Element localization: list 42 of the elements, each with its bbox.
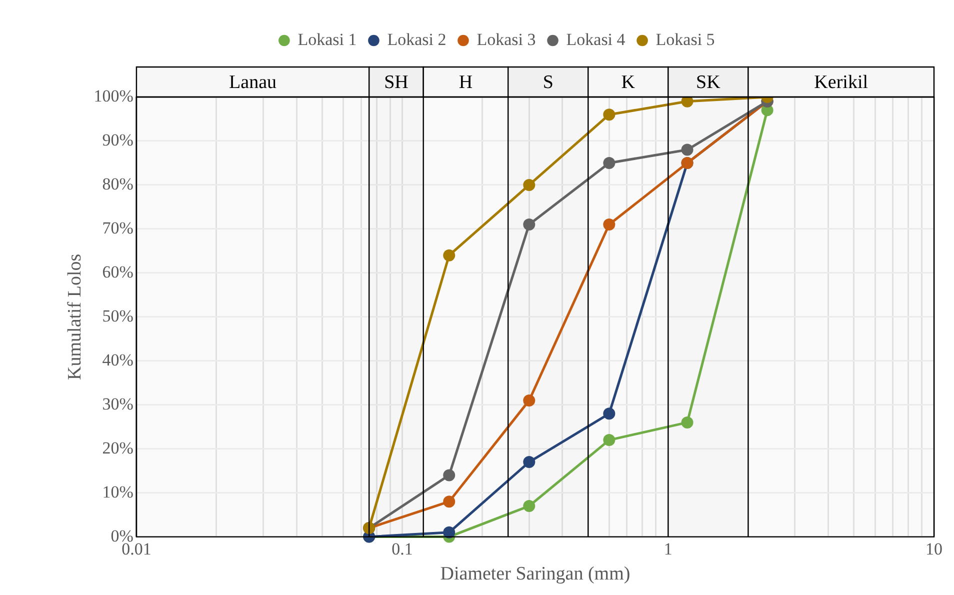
- point: [681, 144, 694, 156]
- point: [603, 156, 616, 169]
- band-label: Kerikil: [814, 72, 868, 93]
- point: [523, 456, 536, 468]
- y-tick-label: 70%: [102, 218, 134, 238]
- point: [523, 394, 536, 406]
- y-tick-label: 30%: [102, 394, 134, 414]
- band-label: SK: [696, 72, 721, 93]
- legend-label: Lokasi 4: [566, 30, 626, 49]
- point: [523, 178, 536, 191]
- y-tick-label: 60%: [102, 262, 134, 282]
- point: [681, 416, 694, 428]
- y-axis-title: Kumulatif Lolos: [64, 254, 86, 380]
- point: [443, 249, 456, 262]
- band-label: K: [621, 72, 636, 93]
- band-label: SH: [384, 72, 409, 93]
- y-tick-label: 50%: [102, 306, 134, 326]
- band-label: H: [458, 72, 473, 93]
- point: [603, 218, 616, 231]
- point: [603, 434, 616, 446]
- y-tick-label: 90%: [102, 130, 134, 150]
- point: [523, 500, 536, 512]
- y-tick-label: 20%: [102, 438, 134, 458]
- point: [523, 218, 536, 231]
- y-tick-label: 100%: [94, 86, 134, 106]
- legend-label: Lokasi 2: [387, 30, 446, 49]
- point: [603, 408, 616, 420]
- legend-label: Lokasi 1: [298, 30, 357, 49]
- band-label: Lanau: [229, 72, 278, 93]
- point: [443, 469, 456, 482]
- band-label: S: [542, 72, 554, 93]
- x-tick-label: 10: [926, 539, 942, 558]
- y-tick-label: 80%: [102, 174, 134, 194]
- legend-label: Lokasi 5: [656, 30, 715, 49]
- x-tick-label: 0.1: [392, 539, 413, 558]
- y-tick-label: 10%: [102, 482, 134, 502]
- legend-label: Lokasi 3: [476, 30, 536, 49]
- x-axis-title: Diameter Saringan (mm): [440, 564, 630, 585]
- point: [443, 496, 456, 508]
- y-tick-label: 40%: [102, 350, 134, 370]
- x-tick-label: 1: [664, 539, 672, 558]
- point: [603, 108, 616, 121]
